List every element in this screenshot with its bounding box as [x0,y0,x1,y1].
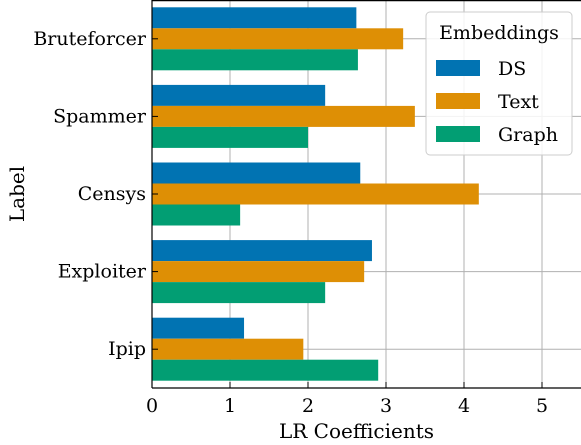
x-tick-label: 0 [146,395,158,417]
bar-graph-bruteforcer [152,49,358,71]
legend-items: DS Text Graph [436,58,558,146]
legend-swatch [436,60,480,76]
legend-swatch [436,93,480,109]
x-ticks: 0 1 2 3 4 5 [146,382,548,417]
bar-ds-spammer [152,84,326,106]
bar-text-spammer [152,105,415,127]
legend: Embeddings DS Text Graph [425,11,573,156]
legend-swatch [436,126,480,142]
x-tick-label: 1 [224,395,236,417]
legend-title: Embeddings [439,22,559,44]
bar-ds-exploiter [152,240,372,262]
y-tick-label: Exploiter [58,261,147,283]
bar-ds-censys [152,162,361,184]
bar-text-bruteforcer [152,28,404,50]
y-tick-label: Ipip [108,338,146,360]
bars [152,7,479,381]
x-tick-label: 5 [536,395,548,417]
x-axis-label: LR Coefficients [279,419,434,443]
legend-item-ds: DS [436,58,526,80]
legend-label: DS [498,58,526,80]
bar-text-ipip [152,338,304,360]
bar-graph-censys [152,204,241,226]
y-ticks: Bruteforcer Spammer Censys Exploiter Ipip [33,28,158,360]
bar-graph-ipip [152,359,379,381]
y-axis-label: Label [5,166,29,222]
bar-text-exploiter [152,261,365,283]
bar-ds-bruteforcer [152,7,357,29]
x-tick-label: 2 [302,395,314,417]
x-tick-label: 4 [458,395,470,417]
legend-label: Text [498,91,539,113]
legend-box [425,11,573,156]
y-tick-label: Bruteforcer [33,28,147,50]
x-tick-label: 3 [380,395,392,417]
bar-text-censys [152,183,479,205]
bar-ds-ipip [152,317,245,339]
legend-item-text: Text [436,91,539,113]
bar-graph-exploiter [152,282,326,304]
y-tick-label: Spammer [53,105,147,127]
legend-label: Graph [498,124,558,146]
y-tick-label: Censys [78,183,146,205]
bar-graph-spammer [152,126,308,148]
legend-item-graph: Graph [436,124,558,146]
